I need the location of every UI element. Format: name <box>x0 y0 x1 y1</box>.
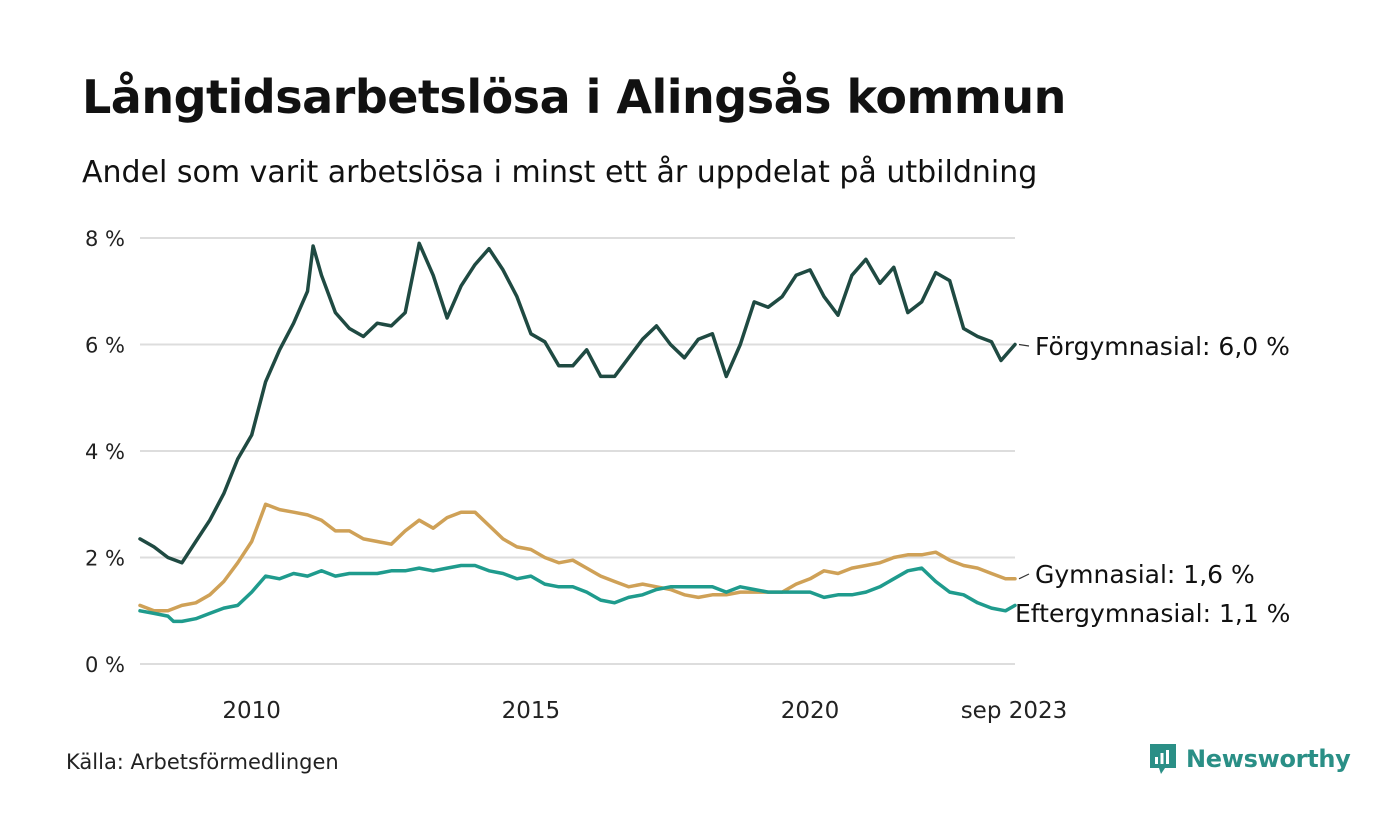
x-tick-label: 2010 <box>222 698 281 724</box>
series-label-förgymnasial: Förgymnasial: 6,0 % <box>1035 332 1290 361</box>
y-axis-ticks: 0 % 2 % 4 % 6 % 8 % <box>85 227 125 677</box>
y-tick-label: 8 % <box>85 227 125 251</box>
x-axis-ticks: 2010 2015 2020 sep 2023 <box>222 698 1067 724</box>
x-tick-label: 2020 <box>781 698 840 724</box>
label-leader-line <box>1018 343 1030 347</box>
brand-logo: Newsworthy <box>1148 742 1351 776</box>
series-lines <box>138 241 1017 624</box>
series-label-gymnasial: Gymnasial: 1,6 % <box>1035 560 1255 589</box>
y-tick-label: 4 % <box>85 440 125 464</box>
y-tick-label: 2 % <box>85 547 125 571</box>
series-line-förgymnasial <box>138 241 1017 565</box>
brand-name: Newsworthy <box>1186 745 1351 773</box>
series-labels: Förgymnasial: 6,0 % Gymnasial: 1,6 % Efter… <box>1015 332 1290 628</box>
chart-subtitle: Andel som varit arbetslösa i minst ett å… <box>82 155 1038 190</box>
x-tick-label: sep 2023 <box>961 698 1068 724</box>
source-note: Källa: Arbetsförmedlingen <box>66 750 339 774</box>
y-tick-label: 6 % <box>85 334 125 358</box>
newsworthy-logo-icon <box>1150 744 1176 774</box>
series-line-eftergymnasial <box>138 563 1017 624</box>
chart-title: Långtidsarbetslösa i Alingsås kommun <box>82 70 1066 124</box>
label-leader-line <box>1018 573 1030 580</box>
series-label-eftergymnasial: Eftergymnasial: 1,1 % <box>1015 599 1290 628</box>
y-tick-label: 0 % <box>85 653 125 677</box>
gridlines <box>140 237 1015 665</box>
x-tick-label: 2015 <box>502 698 561 724</box>
series-line-gymnasial <box>138 502 1017 613</box>
